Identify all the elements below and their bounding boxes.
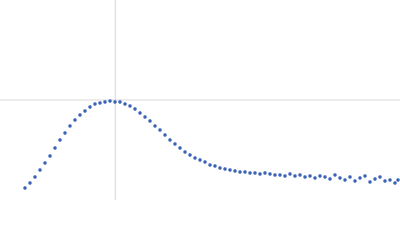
point: [333, 173, 337, 177]
point: [73, 118, 77, 122]
point: [233, 169, 237, 173]
point: [168, 138, 172, 142]
point: [33, 175, 37, 179]
point: [68, 124, 72, 128]
point: [328, 177, 332, 181]
point: [83, 109, 87, 113]
point: [393, 181, 397, 185]
point: [148, 119, 152, 123]
point: [53, 146, 57, 150]
point: [303, 175, 307, 179]
point: [188, 153, 192, 157]
point: [383, 179, 387, 183]
point: [373, 177, 377, 181]
point: [113, 100, 117, 104]
point: [308, 174, 312, 178]
point: [283, 174, 287, 178]
point: [278, 173, 282, 177]
chart: [0, 0, 400, 200]
point: [213, 164, 217, 168]
point: [98, 101, 102, 105]
point: [378, 175, 382, 179]
point: [48, 154, 52, 158]
point: [78, 113, 82, 117]
point: [388, 178, 392, 182]
point: [193, 156, 197, 160]
point: [273, 173, 277, 177]
page: {"chart_data": {"type": "scatter", "x": …: [0, 0, 400, 200]
point: [23, 186, 27, 190]
point: [128, 104, 132, 108]
point: [293, 174, 297, 178]
point: [228, 168, 232, 172]
point: [298, 173, 302, 177]
point: [183, 150, 187, 154]
point: [218, 166, 222, 170]
point: [208, 163, 212, 167]
point: [368, 180, 372, 184]
point: [143, 115, 147, 119]
point: [38, 168, 42, 172]
point: [173, 142, 177, 146]
point: [268, 172, 272, 176]
point: [118, 100, 122, 104]
point: [363, 174, 367, 178]
point: [238, 170, 242, 174]
point: [248, 171, 252, 175]
point: [93, 102, 97, 106]
point: [158, 128, 162, 132]
point: [318, 174, 322, 178]
point: [253, 171, 257, 175]
point: [313, 176, 317, 180]
point: [343, 178, 347, 182]
point: [133, 107, 137, 111]
point: [153, 124, 157, 128]
point: [243, 170, 247, 174]
point: [178, 146, 182, 150]
point: [88, 105, 92, 109]
point: [288, 172, 292, 176]
point: [323, 175, 327, 179]
point: [43, 161, 47, 165]
point: [198, 158, 202, 162]
point: [138, 111, 142, 115]
point: [258, 172, 262, 176]
point: [348, 175, 352, 179]
point: [103, 100, 107, 104]
point: [123, 102, 127, 106]
point: [63, 131, 67, 135]
point: [163, 133, 167, 137]
point: [58, 138, 62, 142]
point: [338, 176, 342, 180]
point: [223, 167, 227, 171]
point: [28, 181, 32, 185]
point: [358, 176, 362, 180]
point: [353, 179, 357, 183]
point: [263, 171, 267, 175]
point: [203, 160, 207, 164]
point: [108, 99, 112, 103]
point: [396, 178, 400, 182]
